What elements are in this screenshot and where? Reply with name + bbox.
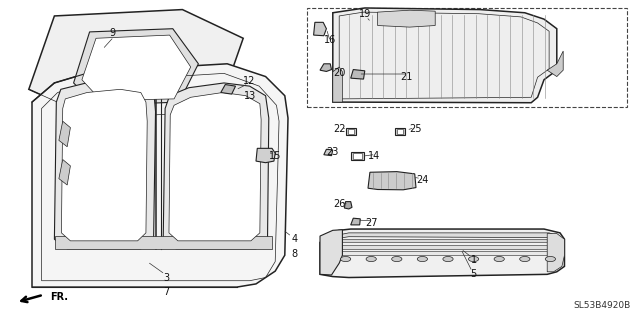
Polygon shape — [344, 202, 352, 209]
Polygon shape — [324, 149, 333, 156]
Polygon shape — [59, 160, 70, 185]
Text: 5: 5 — [470, 269, 477, 279]
Polygon shape — [320, 230, 342, 275]
Polygon shape — [333, 233, 557, 239]
Polygon shape — [378, 10, 435, 27]
Polygon shape — [221, 85, 236, 94]
Polygon shape — [333, 239, 547, 242]
Polygon shape — [314, 22, 326, 36]
Polygon shape — [348, 129, 354, 134]
Text: 14: 14 — [368, 151, 381, 161]
Text: 4: 4 — [291, 234, 298, 244]
Polygon shape — [320, 229, 564, 278]
Text: 21: 21 — [400, 71, 413, 82]
Polygon shape — [29, 10, 243, 118]
Text: 15: 15 — [269, 151, 282, 161]
Polygon shape — [333, 67, 342, 102]
Polygon shape — [169, 93, 261, 241]
Polygon shape — [368, 172, 416, 190]
Polygon shape — [256, 148, 275, 163]
Ellipse shape — [545, 256, 556, 262]
Text: 27: 27 — [365, 218, 378, 228]
Ellipse shape — [494, 256, 504, 262]
Text: 24: 24 — [416, 175, 429, 185]
Text: 8: 8 — [291, 249, 298, 259]
Polygon shape — [333, 245, 547, 249]
Ellipse shape — [392, 256, 402, 262]
Text: 26: 26 — [333, 199, 346, 209]
Text: FR.: FR. — [50, 292, 68, 302]
Text: 1: 1 — [470, 255, 477, 265]
Polygon shape — [61, 89, 147, 241]
Text: SL53B4920B: SL53B4920B — [573, 301, 630, 310]
Ellipse shape — [443, 256, 453, 262]
Text: 19: 19 — [358, 9, 371, 19]
Ellipse shape — [417, 256, 428, 262]
Ellipse shape — [366, 256, 376, 262]
Polygon shape — [55, 236, 272, 249]
Bar — [307, 8, 627, 107]
Text: 12: 12 — [243, 76, 256, 86]
Polygon shape — [351, 218, 360, 225]
Ellipse shape — [468, 256, 479, 262]
Polygon shape — [547, 234, 564, 272]
Polygon shape — [351, 152, 364, 160]
Text: 22: 22 — [333, 124, 346, 134]
Polygon shape — [54, 80, 156, 249]
Polygon shape — [32, 64, 288, 287]
Polygon shape — [351, 70, 365, 79]
Text: 25: 25 — [410, 124, 422, 134]
Text: 3: 3 — [163, 272, 170, 283]
Polygon shape — [59, 121, 70, 147]
Text: 20: 20 — [333, 68, 346, 78]
Polygon shape — [74, 29, 198, 105]
Text: 9: 9 — [109, 28, 115, 39]
Polygon shape — [333, 8, 557, 103]
Text: 16: 16 — [323, 35, 336, 45]
Text: 23: 23 — [326, 146, 339, 157]
Polygon shape — [353, 153, 362, 159]
Polygon shape — [547, 51, 563, 77]
Polygon shape — [333, 251, 547, 255]
Text: 13: 13 — [243, 91, 256, 101]
Ellipse shape — [340, 256, 351, 262]
Polygon shape — [320, 64, 332, 71]
Polygon shape — [346, 128, 356, 135]
Text: 7: 7 — [163, 287, 170, 297]
Ellipse shape — [520, 256, 530, 262]
Polygon shape — [395, 128, 405, 135]
Polygon shape — [397, 129, 403, 134]
Polygon shape — [82, 35, 191, 100]
Polygon shape — [163, 83, 269, 249]
